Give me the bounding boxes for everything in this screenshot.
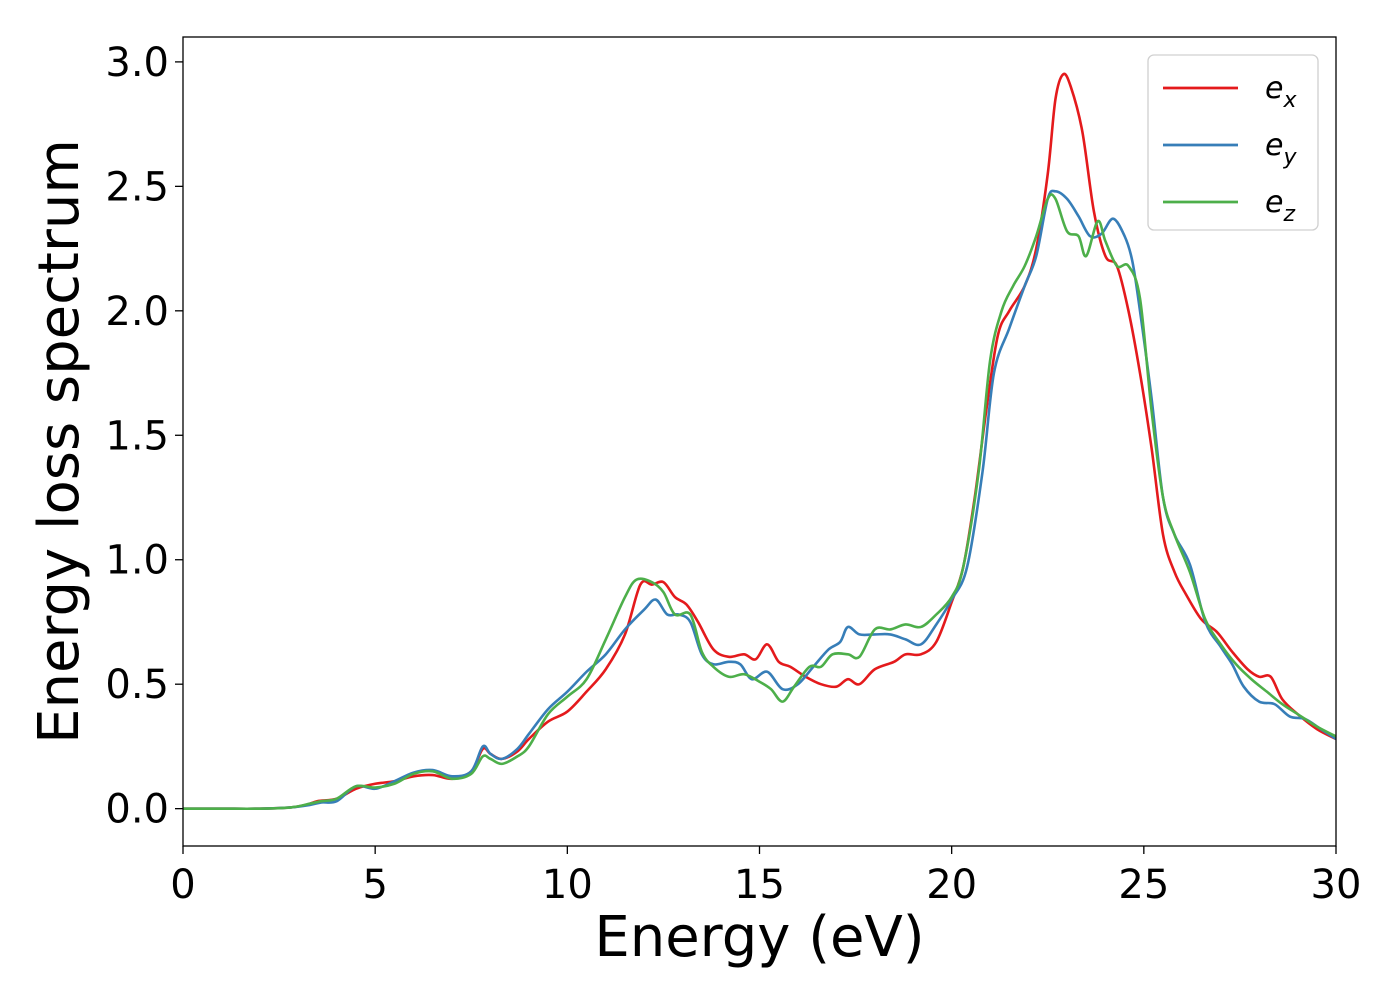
x-tick-label: 15 <box>734 862 785 908</box>
x-axis-ticks: 0 5 10 15 20 25 30 <box>170 846 1361 908</box>
y-axis-label: Energy loss spectrum <box>27 139 92 744</box>
x-tick-label: 10 <box>542 862 593 908</box>
legend-label-subscript: z <box>1282 202 1295 227</box>
legend-label-ex: ex <box>1265 71 1297 113</box>
x-tick-label: 5 <box>362 862 387 908</box>
y-tick-label: 1.0 <box>105 538 169 584</box>
legend-label-subscript: x <box>1282 88 1297 113</box>
legend-label-base: e <box>1265 71 1283 106</box>
series-line-ez <box>183 193 1336 811</box>
legend-label-ez: ez <box>1265 185 1295 227</box>
y-tick-label: 2.5 <box>105 164 169 210</box>
y-axis-ticks: 0.0 0.5 1.0 1.5 2.0 2.5 3.0 <box>105 40 183 833</box>
legend-label-base: e <box>1265 185 1283 220</box>
legend-label-subscript: y <box>1282 145 1297 170</box>
x-tick-label: 0 <box>170 862 195 908</box>
y-tick-label: 0.0 <box>105 787 169 833</box>
legend-label-base: e <box>1265 128 1283 163</box>
x-tick-label: 20 <box>926 862 977 908</box>
legend-box <box>1147 54 1319 231</box>
x-tick-label: 25 <box>1118 862 1169 908</box>
y-tick-label: 1.5 <box>105 413 169 459</box>
y-tick-label: 3.0 <box>105 40 169 86</box>
x-tick-label: 30 <box>1311 862 1362 908</box>
series-line-ey <box>183 189 1336 811</box>
y-tick-label: 0.5 <box>105 662 169 708</box>
legend-label-ey: ey <box>1265 128 1297 170</box>
series-layer <box>183 72 1336 811</box>
y-tick-label: 2.0 <box>105 289 169 335</box>
x-axis-label: Energy (eV) <box>594 905 924 970</box>
